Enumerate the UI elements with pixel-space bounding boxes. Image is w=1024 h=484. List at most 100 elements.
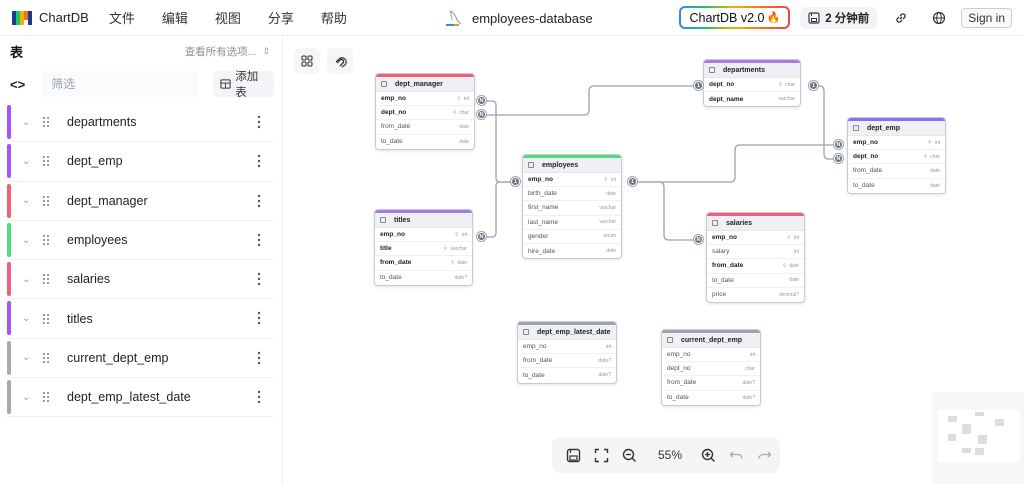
table-column-row[interactable]: emp_no int: [662, 348, 760, 363]
diagram-table[interactable]: dept_manager emp_no ⚲ int dept_no ⚲ char from_d…: [375, 73, 475, 150]
table-column-row[interactable]: last_name varchar: [523, 216, 621, 230]
relation-handle-one[interactable]: 1: [694, 81, 703, 90]
more-options-icon[interactable]: [257, 272, 261, 286]
more-options-icon[interactable]: [257, 194, 261, 208]
snap-to-grid-button[interactable]: [327, 48, 353, 74]
drag-handle-icon[interactable]: [42, 234, 50, 246]
diagram-table[interactable]: salaries emp_no ⚲ int salary int from_date ⚲ dat…: [706, 212, 805, 303]
relation-handle-one[interactable]: 1: [628, 177, 637, 186]
table-column-row[interactable]: emp_no ⚲ int: [707, 231, 804, 246]
language-button[interactable]: [929, 8, 949, 28]
drag-handle-icon[interactable]: [42, 155, 50, 167]
table-column-row[interactable]: to_date date: [848, 179, 945, 193]
table-header[interactable]: current_dept_emp: [662, 333, 760, 348]
zoom-in-button[interactable]: [696, 441, 722, 469]
relation-handle-many[interactable]: N: [834, 140, 843, 149]
drag-handle-icon[interactable]: [42, 391, 50, 403]
filter-input[interactable]: [42, 71, 199, 97]
minimap[interactable]: [932, 392, 1024, 484]
table-column-row[interactable]: to_date date?: [375, 271, 472, 285]
table-column-row[interactable]: gender enum: [523, 230, 621, 244]
code-view-toggle[interactable]: <>: [10, 76, 26, 92]
table-column-row[interactable]: first_name varchar: [523, 201, 621, 216]
sidebar-table-item[interactable]: ⌄ salaries: [7, 260, 273, 300]
menu-share[interactable]: 分享: [267, 11, 294, 26]
table-header[interactable]: salaries: [707, 216, 804, 231]
version-badge[interactable]: ChartDB v2.0 🔥: [679, 6, 790, 29]
redo-button[interactable]: [752, 441, 778, 469]
sidebar-table-item[interactable]: ⌄ dept_manager: [7, 182, 273, 221]
add-table-button[interactable]: 添加表: [213, 71, 274, 99]
table-column-row[interactable]: dept_name varchar: [704, 92, 800, 106]
minimap-viewport[interactable]: [938, 410, 1020, 462]
chevron-down-icon[interactable]: ⌄: [22, 391, 31, 403]
chevron-down-icon[interactable]: ⌄: [22, 116, 31, 128]
relation-handle-many[interactable]: N: [477, 232, 486, 241]
view-options-select[interactable]: 查看所有选项... ⇕: [185, 44, 270, 59]
chevron-down-icon[interactable]: ⌄: [22, 195, 31, 207]
diagram-table[interactable]: employees emp_no ⚲ int birth_date date first_n…: [522, 154, 622, 260]
table-column-row[interactable]: emp_no ⚲ int: [523, 173, 621, 188]
table-header[interactable]: departments: [704, 63, 800, 78]
menu-help[interactable]: 帮助: [320, 11, 347, 26]
database-title[interactable]: employees-database: [444, 8, 593, 28]
drag-handle-icon[interactable]: [42, 195, 50, 207]
table-column-row[interactable]: from_date ⚲ date: [375, 256, 472, 271]
table-column-row[interactable]: from_date date?: [518, 354, 616, 369]
diagram-canvas[interactable]: dept_manager emp_no ⚲ int dept_no ⚲ char from_d…: [284, 36, 1024, 484]
diagram-table[interactable]: dept_emp_latest_date emp_no int from_date da…: [517, 321, 617, 384]
table-column-row[interactable]: hire_date date: [523, 244, 621, 258]
table-column-row[interactable]: dept_no char: [662, 362, 760, 377]
sidebar-table-item[interactable]: ⌄ dept_emp_latest_date: [7, 378, 273, 418]
relation-handle-many[interactable]: N: [834, 154, 843, 163]
last-saved-status[interactable]: 2 分钟前: [800, 6, 878, 29]
drag-handle-icon[interactable]: [42, 352, 50, 364]
relation-handle-many[interactable]: N: [477, 110, 486, 119]
table-header[interactable]: dept_emp: [848, 121, 945, 136]
sidebar-table-item[interactable]: ⌄ employees: [7, 221, 273, 261]
zoom-level[interactable]: 55%: [657, 448, 683, 462]
diagram-table[interactable]: current_dept_emp emp_no int dept_no char from…: [661, 329, 761, 406]
chevron-down-icon[interactable]: ⌄: [22, 313, 31, 325]
more-options-icon[interactable]: [257, 233, 261, 247]
more-options-icon[interactable]: [257, 154, 261, 168]
table-column-row[interactable]: emp_no int: [518, 340, 616, 355]
sidebar-table-item[interactable]: ⌄ titles: [7, 299, 273, 339]
table-header[interactable]: employees: [523, 158, 621, 173]
table-column-row[interactable]: emp_no ⚲ int: [848, 136, 945, 151]
sidebar-table-item[interactable]: ⌄ departments: [7, 103, 273, 143]
fit-view-button[interactable]: [588, 441, 614, 469]
relation-handle-many[interactable]: N: [694, 235, 703, 244]
save-button[interactable]: [560, 441, 586, 469]
chevron-down-icon[interactable]: ⌄: [22, 155, 31, 167]
more-options-icon[interactable]: [257, 115, 261, 129]
relation-handle-many[interactable]: N: [477, 96, 486, 105]
table-column-row[interactable]: from_date date: [376, 120, 474, 135]
table-column-row[interactable]: dept_no ⚲ char: [848, 150, 945, 165]
table-column-row[interactable]: to_date date?: [518, 368, 616, 382]
chevron-down-icon[interactable]: ⌄: [22, 273, 31, 285]
auto-arrange-button[interactable]: [294, 48, 320, 74]
table-header[interactable]: titles: [375, 213, 472, 228]
table-header[interactable]: dept_emp_latest_date: [518, 325, 616, 340]
table-column-row[interactable]: to_date date?: [662, 391, 760, 405]
sidebar-table-item[interactable]: ⌄ dept_emp: [7, 142, 273, 182]
table-column-row[interactable]: emp_no ⚲ int: [376, 92, 474, 107]
table-column-row[interactable]: dept_no ⚲ char: [704, 78, 800, 93]
table-column-row[interactable]: price decimal?: [707, 288, 804, 302]
zoom-out-button[interactable]: [616, 441, 642, 469]
menu-edit[interactable]: 编辑: [161, 11, 188, 26]
table-column-row[interactable]: from_date date?: [662, 376, 760, 391]
table-column-row[interactable]: from_date ⚲ date: [707, 259, 804, 274]
sign-in-button[interactable]: Sign in: [961, 7, 1012, 28]
undo-button[interactable]: [724, 441, 750, 469]
menu-file[interactable]: 文件: [108, 11, 135, 26]
table-column-row[interactable]: to_date date: [707, 274, 804, 288]
table-column-row[interactable]: from_date date: [848, 164, 945, 179]
table-column-row[interactable]: birth_date date: [523, 187, 621, 202]
share-link-button[interactable]: [891, 8, 911, 28]
drag-handle-icon[interactable]: [42, 116, 50, 128]
relation-handle-one[interactable]: 1: [809, 81, 818, 90]
menu-view[interactable]: 视图: [214, 11, 241, 26]
more-options-icon[interactable]: [257, 311, 261, 325]
